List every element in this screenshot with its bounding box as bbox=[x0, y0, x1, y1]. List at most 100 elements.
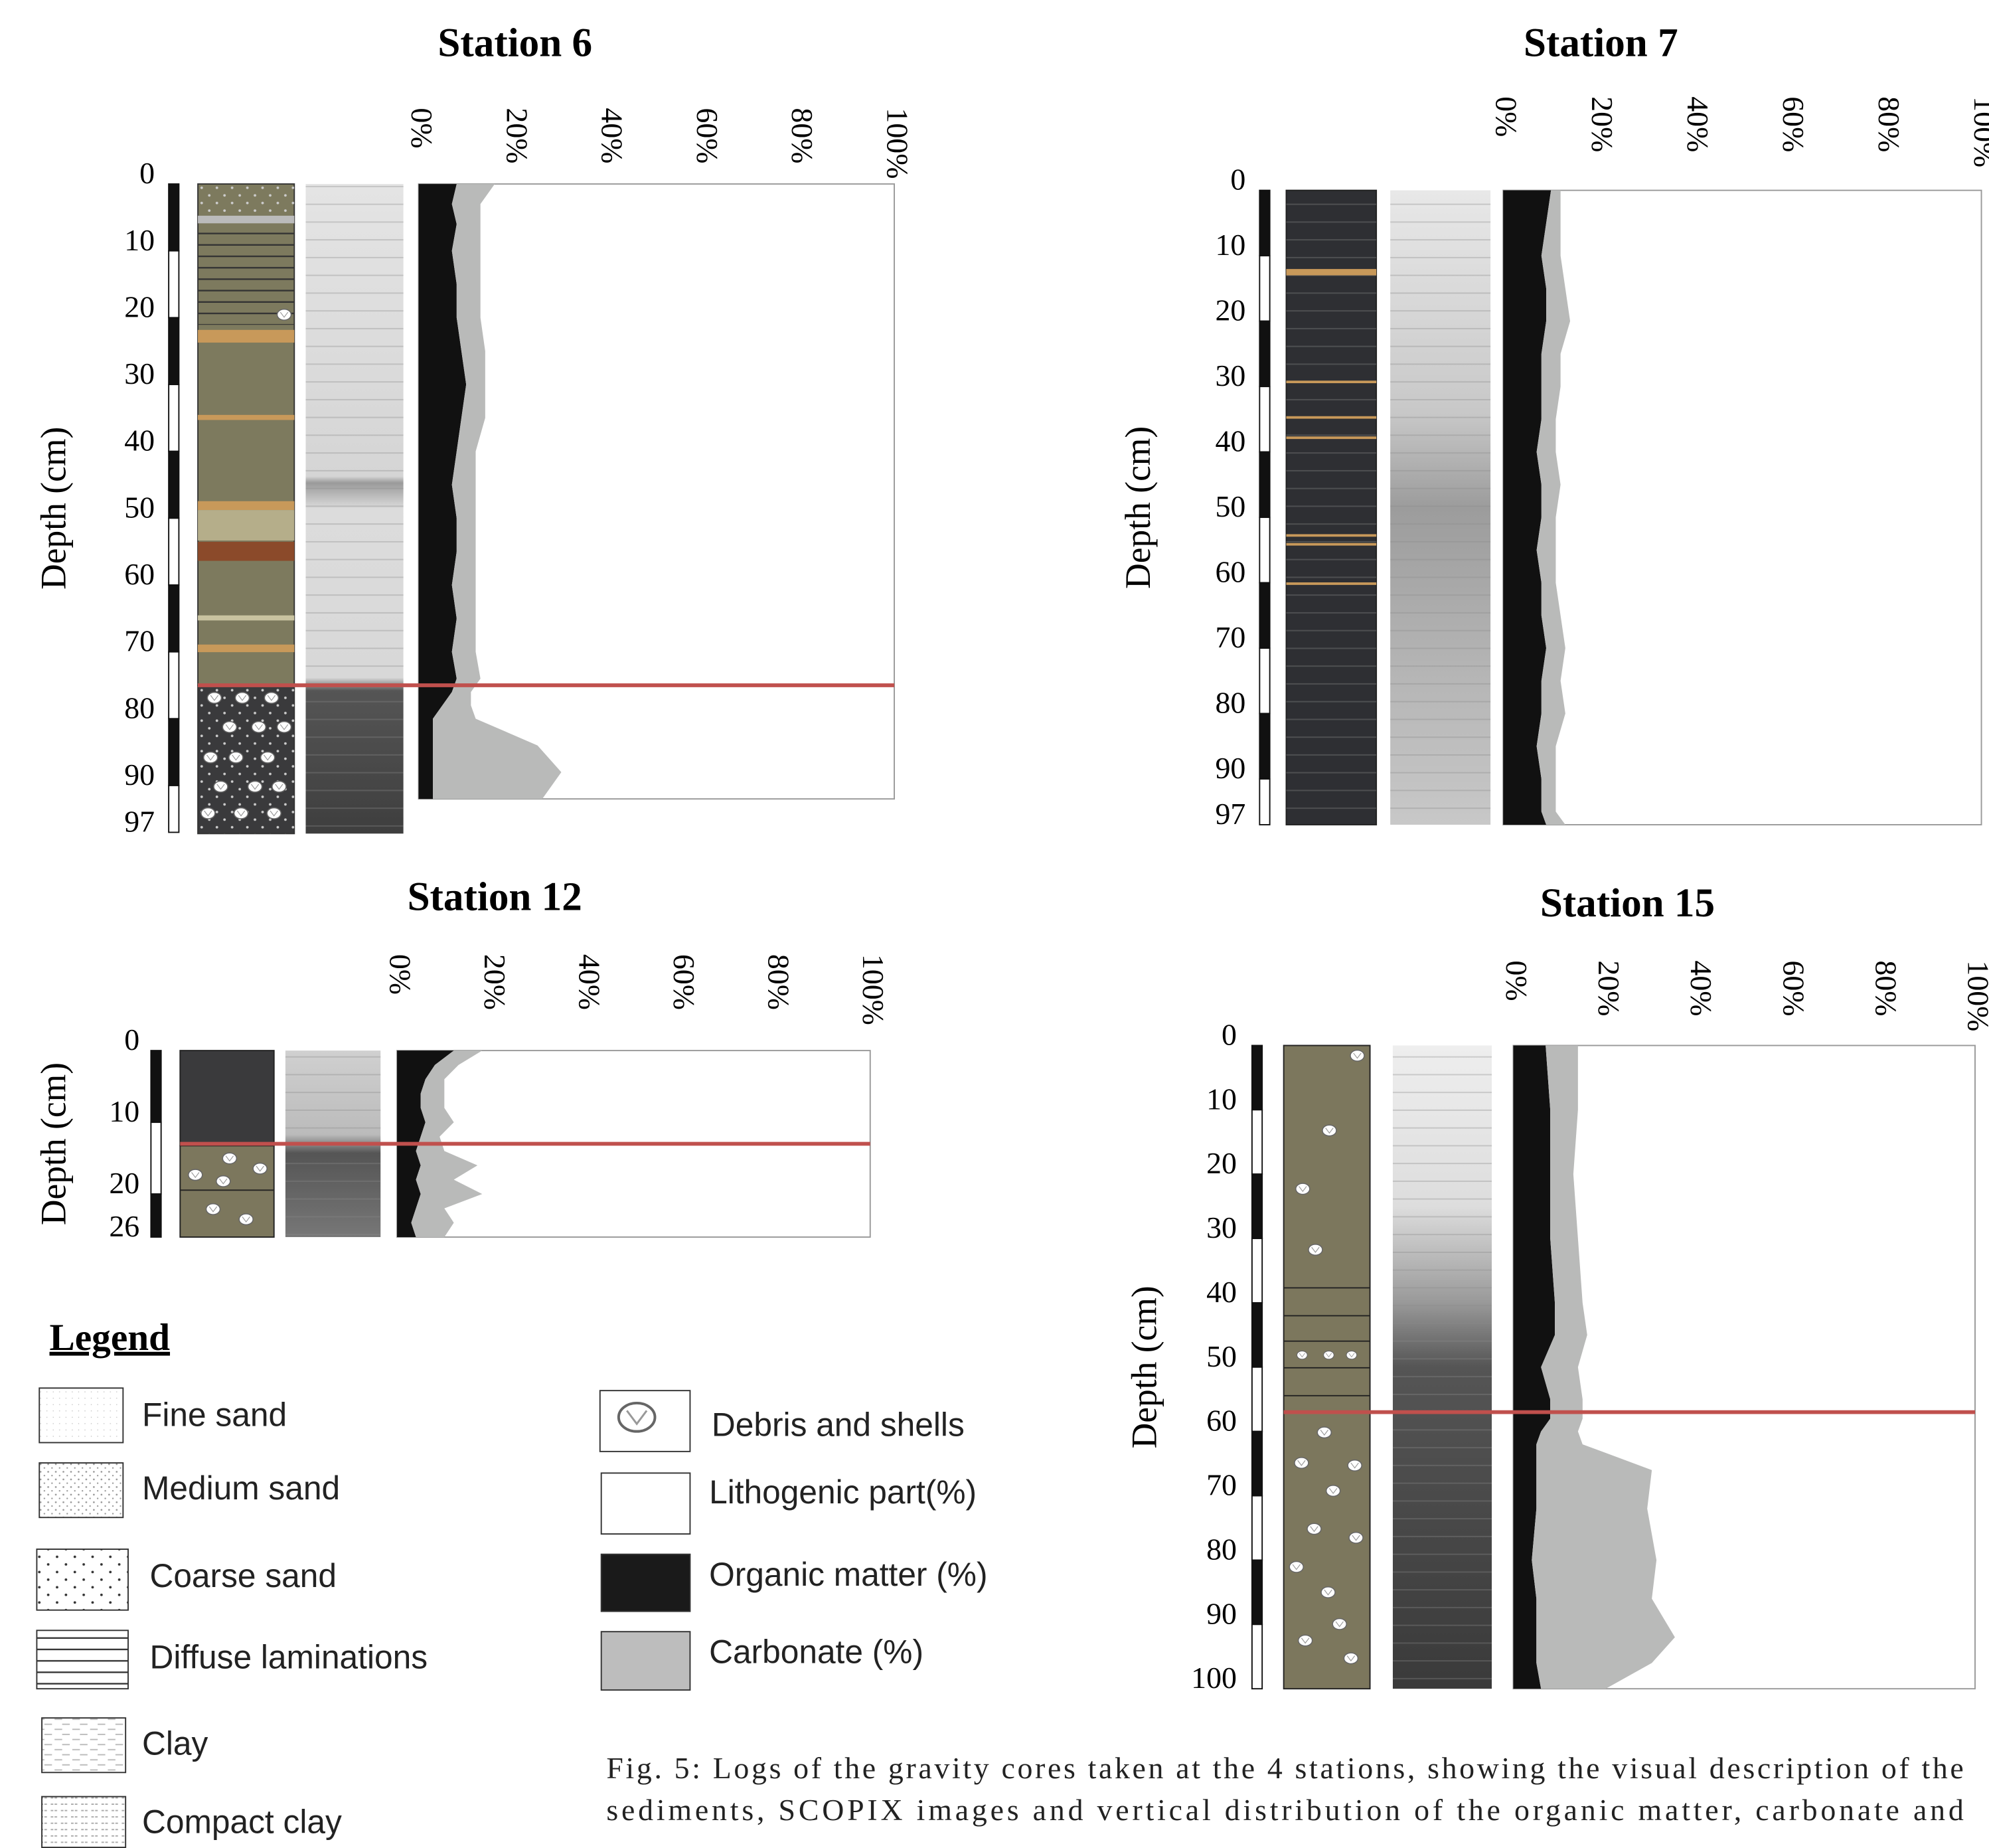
depth-scale-segment bbox=[1259, 583, 1269, 648]
y-tick-label: 10 bbox=[124, 223, 155, 257]
plot-frame bbox=[419, 184, 895, 799]
depth-scale-segment bbox=[1252, 1496, 1262, 1560]
caption-line: Fig. 5: Logs of the gravity cores taken … bbox=[606, 1751, 1963, 1785]
y-tick-label: 90 bbox=[1215, 751, 1245, 785]
y-tick-label: 10 bbox=[1206, 1082, 1237, 1116]
x-tick-label: 60% bbox=[1777, 96, 1810, 152]
depth-scale-segment bbox=[1252, 1560, 1262, 1624]
legend: Fine sandMedium sandCoarse sandDiffuse l… bbox=[142, 1396, 988, 1840]
x-tick-label: 20% bbox=[1585, 96, 1619, 152]
y-tick-label: 30 bbox=[1206, 1211, 1237, 1244]
y-tick-label: 10 bbox=[109, 1094, 139, 1128]
depth-scale-segment bbox=[169, 652, 179, 719]
legend-label: Coarse sand bbox=[149, 1557, 337, 1594]
x-tick-label: 20% bbox=[500, 108, 534, 163]
depth-scale-segment bbox=[1252, 1174, 1262, 1238]
x-tick-label: 80% bbox=[785, 108, 819, 163]
caption-line: sediments, SCOPIX images and vertical di… bbox=[606, 1793, 1964, 1827]
depth-scale-segment bbox=[1259, 386, 1269, 452]
x-tick-label: 40% bbox=[573, 954, 607, 1010]
lithology-column bbox=[1286, 191, 1376, 825]
depth-scale-segment bbox=[169, 317, 179, 384]
y-tick-label: 10 bbox=[1215, 228, 1245, 262]
y-tick-label: 70 bbox=[1215, 620, 1245, 654]
legend-label: Organic matter (%) bbox=[709, 1556, 987, 1593]
y-tick-label: 60 bbox=[1215, 555, 1245, 589]
x-tick-label: 40% bbox=[1684, 960, 1718, 1016]
x-tick-label: 100% bbox=[856, 954, 890, 1025]
y-tick-label: 90 bbox=[124, 758, 155, 792]
y-tick-label: 90 bbox=[1206, 1596, 1237, 1630]
y-tick-label: 50 bbox=[124, 490, 155, 524]
lithology-column bbox=[1284, 1045, 1370, 1689]
lithology-column bbox=[198, 184, 294, 833]
y-tick-label: 80 bbox=[124, 691, 155, 724]
y-tick-label: 70 bbox=[124, 624, 155, 658]
depth-scale-segment bbox=[1259, 452, 1269, 517]
y-tick-label: 20 bbox=[1215, 294, 1245, 327]
y-tick-label: 50 bbox=[1206, 1339, 1237, 1373]
depth-scale-segment bbox=[1252, 1238, 1262, 1303]
depth-scale-segment bbox=[1259, 517, 1269, 582]
depth-scale-segment bbox=[151, 1194, 161, 1237]
y-tick-label: 97 bbox=[124, 805, 155, 839]
x-tick-label: 0% bbox=[1490, 96, 1524, 137]
x-tick-label: 100% bbox=[1961, 960, 1989, 1031]
y-axis-label: Depth (cm) bbox=[1124, 1286, 1164, 1448]
legend-swatches bbox=[37, 1388, 690, 1847]
y-tick-label: 30 bbox=[1215, 359, 1245, 392]
x-tick-label: 80% bbox=[1872, 96, 1906, 152]
legend-label: Medium sand bbox=[142, 1470, 340, 1507]
x-tick-label: 80% bbox=[762, 954, 796, 1010]
y-tick-label: 100 bbox=[1191, 1661, 1237, 1695]
depth-scale-segment bbox=[1252, 1624, 1262, 1689]
y-tick-label: 60 bbox=[1206, 1404, 1237, 1438]
y-tick-label: 50 bbox=[1215, 489, 1245, 523]
chart-title: Station 15 bbox=[1540, 881, 1715, 926]
depth-scale-segment bbox=[1259, 321, 1269, 386]
y-tick-label: 0 bbox=[124, 1023, 139, 1056]
depth-scale-segment bbox=[169, 518, 179, 585]
x-tick-label: 0% bbox=[384, 954, 418, 995]
y-tick-label: 30 bbox=[124, 357, 155, 390]
x-tick-label: 60% bbox=[1777, 960, 1810, 1016]
depth-scale-segment bbox=[151, 1122, 161, 1194]
depth-scale-segment bbox=[1259, 714, 1269, 779]
depth-scale-segment bbox=[1252, 1432, 1262, 1496]
y-tick-label: 20 bbox=[1206, 1146, 1237, 1180]
depth-scale-segment bbox=[1252, 1045, 1262, 1110]
depth-scale-segment bbox=[1252, 1303, 1262, 1367]
scopix-image bbox=[1390, 191, 1490, 825]
scopix-image bbox=[1393, 1045, 1492, 1689]
y-axis-label: Depth (cm) bbox=[1118, 426, 1158, 589]
scopix-image bbox=[305, 184, 403, 833]
y-tick-label: 20 bbox=[109, 1166, 139, 1200]
x-tick-label: 0% bbox=[405, 108, 439, 148]
legend-label: Clay bbox=[142, 1724, 208, 1762]
depth-scale-segment bbox=[169, 251, 179, 318]
x-tick-label: 40% bbox=[1681, 96, 1715, 152]
legend-label: Debris and shells bbox=[712, 1406, 965, 1444]
x-tick-label: 60% bbox=[667, 954, 701, 1010]
y-tick-label: 70 bbox=[1206, 1468, 1237, 1502]
legend-label: Carbonate (%) bbox=[709, 1634, 923, 1671]
chart-title: Station 6 bbox=[438, 21, 592, 66]
y-tick-label: 80 bbox=[1215, 686, 1245, 720]
depth-scale-segment bbox=[169, 184, 179, 251]
legend-title: Legend bbox=[50, 1317, 171, 1359]
x-tick-label: 20% bbox=[478, 954, 512, 1010]
depth-scale-segment bbox=[1259, 779, 1269, 825]
depth-scale-segment bbox=[1259, 256, 1269, 321]
depth-scale-segment bbox=[169, 786, 179, 832]
depth-scale-segment bbox=[1252, 1367, 1262, 1432]
chart-title: Station 7 bbox=[1524, 21, 1678, 66]
chart-title: Station 12 bbox=[408, 875, 582, 920]
x-tick-label: 20% bbox=[1592, 960, 1626, 1016]
y-tick-label: 40 bbox=[1215, 424, 1245, 458]
y-axis-label: Depth (cm) bbox=[33, 427, 73, 590]
x-tick-label: 100% bbox=[1968, 96, 1989, 167]
depth-scale-segment bbox=[1259, 648, 1269, 713]
y-tick-label: 40 bbox=[1206, 1275, 1237, 1309]
y-tick-label: 40 bbox=[124, 424, 155, 458]
depth-scale-segment bbox=[169, 384, 179, 452]
